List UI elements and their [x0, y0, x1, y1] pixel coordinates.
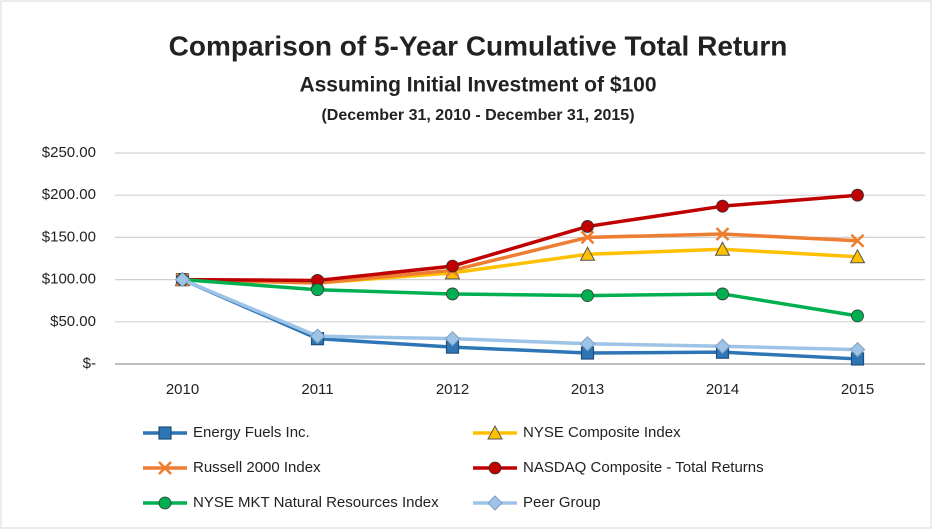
date-range: (December 31, 2010 - December 31, 2015) [321, 107, 634, 124]
series-line [181, 277, 858, 361]
marker [579, 246, 596, 261]
series-line [182, 232, 858, 285]
legend-item: NYSE MKT Natural Resources Index [143, 494, 439, 511]
marker [714, 338, 731, 354]
legend-item: NYSE Composite Index [473, 424, 681, 441]
marker [444, 330, 461, 347]
marker [715, 227, 730, 241]
x-tick-label: 2011 [301, 381, 333, 398]
marker [579, 336, 596, 352]
legend-item: Energy Fuels Inc. [143, 424, 310, 441]
marker [487, 424, 503, 440]
legend-label: Energy Fuels Inc. [193, 424, 310, 441]
x-tick-label: 2013 [571, 381, 604, 398]
marker [851, 309, 864, 323]
marker [309, 328, 326, 344]
marker [714, 241, 731, 256]
legend-item: Russell 2000 Index [143, 459, 321, 476]
marker [158, 461, 172, 475]
marker [487, 495, 503, 511]
marker [158, 426, 172, 440]
y-tick-label: $200.00 [42, 186, 96, 203]
x-tick-label: 2015 [841, 381, 874, 398]
legend-label: NYSE Composite Index [523, 424, 681, 441]
marker [311, 283, 324, 297]
x-tick-label: 2014 [706, 381, 739, 398]
marker [851, 188, 864, 202]
series-line [182, 277, 858, 318]
marker [716, 287, 729, 301]
marker [849, 248, 866, 264]
marker [488, 461, 502, 475]
legend-label: NYSE MKT Natural Resources Index [193, 494, 439, 511]
y-tick-label: $150.00 [42, 228, 96, 245]
legend-item: NASDAQ Composite - Total Returns [473, 459, 764, 476]
legend-label: NASDAQ Composite - Total Returns [523, 459, 764, 476]
x-tick-label: 2012 [436, 381, 469, 398]
legend-item: Peer Group [473, 494, 601, 511]
marker [581, 289, 594, 303]
y-tick-label: $- [83, 355, 96, 372]
marker [174, 271, 191, 288]
marker [580, 230, 595, 245]
marker [716, 199, 729, 213]
series-line [182, 193, 858, 283]
y-tick-label: $250.00 [42, 144, 96, 161]
y-tick-label: $50.00 [50, 313, 96, 330]
chart-subtitle: Assuming Initial Investment of $100 [299, 74, 656, 97]
legend-label: Russell 2000 Index [193, 459, 321, 476]
chart-title: Comparison of 5-Year Cumulative Total Re… [169, 30, 788, 61]
y-tick-label: $100.00 [42, 271, 96, 288]
marker [581, 220, 594, 233]
marker [849, 341, 866, 358]
marker [446, 259, 459, 273]
marker [850, 233, 865, 248]
legend-label: Peer Group [523, 494, 601, 511]
x-tick-label: 2010 [166, 381, 199, 398]
series-line [181, 277, 858, 352]
marker [446, 287, 459, 301]
marker [158, 496, 172, 510]
